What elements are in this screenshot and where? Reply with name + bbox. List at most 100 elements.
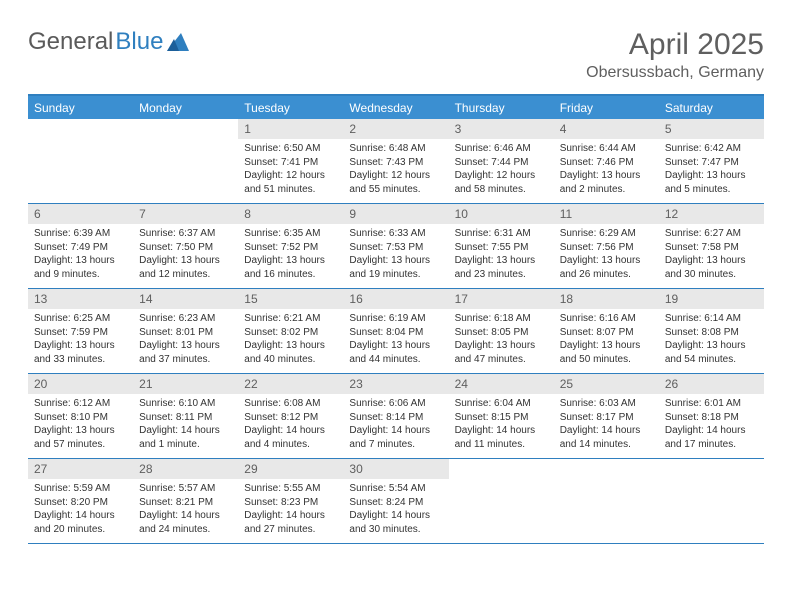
header: GeneralBlue April 2025 Obersussbach, Ger…	[28, 28, 764, 82]
sunset-text: Sunset: 7:53 PM	[349, 241, 442, 255]
sunset-text: Sunset: 8:01 PM	[139, 326, 232, 340]
daylight-text: Daylight: 14 hours and 27 minutes.	[244, 509, 337, 536]
day-number: 16	[343, 289, 448, 309]
day-body: Sunrise: 5:57 AMSunset: 8:21 PMDaylight:…	[133, 479, 238, 542]
day-body: Sunrise: 6:14 AMSunset: 8:08 PMDaylight:…	[659, 309, 764, 372]
day-cell: 27Sunrise: 5:59 AMSunset: 8:20 PMDayligh…	[28, 459, 133, 543]
logo: GeneralBlue	[28, 28, 189, 56]
title-block: April 2025 Obersussbach, Germany	[586, 28, 764, 82]
sunset-text: Sunset: 8:24 PM	[349, 496, 442, 510]
day-body: Sunrise: 6:04 AMSunset: 8:15 PMDaylight:…	[449, 394, 554, 457]
sunset-text: Sunset: 8:07 PM	[560, 326, 653, 340]
sunset-text: Sunset: 7:55 PM	[455, 241, 548, 255]
sunset-text: Sunset: 8:12 PM	[244, 411, 337, 425]
sunset-text: Sunset: 7:46 PM	[560, 156, 653, 170]
day-cell: 15Sunrise: 6:21 AMSunset: 8:02 PMDayligh…	[238, 289, 343, 373]
day-number: 8	[238, 204, 343, 224]
daylight-text: Daylight: 13 hours and 40 minutes.	[244, 339, 337, 366]
day-cell: 23Sunrise: 6:06 AMSunset: 8:14 PMDayligh…	[343, 374, 448, 458]
daylight-text: Daylight: 13 hours and 57 minutes.	[34, 424, 127, 451]
sunset-text: Sunset: 8:02 PM	[244, 326, 337, 340]
daylight-text: Daylight: 13 hours and 12 minutes.	[139, 254, 232, 281]
week-row: 1Sunrise: 6:50 AMSunset: 7:41 PMDaylight…	[28, 119, 764, 204]
day-cell: 17Sunrise: 6:18 AMSunset: 8:05 PMDayligh…	[449, 289, 554, 373]
day-cell: 19Sunrise: 6:14 AMSunset: 8:08 PMDayligh…	[659, 289, 764, 373]
calendar: SundayMondayTuesdayWednesdayThursdayFrid…	[28, 94, 764, 544]
day-body: Sunrise: 6:01 AMSunset: 8:18 PMDaylight:…	[659, 394, 764, 457]
day-cell: 4Sunrise: 6:44 AMSunset: 7:46 PMDaylight…	[554, 119, 659, 203]
day-body: Sunrise: 5:59 AMSunset: 8:20 PMDaylight:…	[28, 479, 133, 542]
daylight-text: Daylight: 14 hours and 1 minute.	[139, 424, 232, 451]
day-body: Sunrise: 6:12 AMSunset: 8:10 PMDaylight:…	[28, 394, 133, 457]
sunrise-text: Sunrise: 5:59 AM	[34, 482, 127, 496]
day-number: 29	[238, 459, 343, 479]
sunrise-text: Sunrise: 6:16 AM	[560, 312, 653, 326]
day-cell	[554, 459, 659, 543]
day-number: 12	[659, 204, 764, 224]
daylight-text: Daylight: 14 hours and 17 minutes.	[665, 424, 758, 451]
sunrise-text: Sunrise: 6:42 AM	[665, 142, 758, 156]
day-cell: 1Sunrise: 6:50 AMSunset: 7:41 PMDaylight…	[238, 119, 343, 203]
sunset-text: Sunset: 8:10 PM	[34, 411, 127, 425]
sunrise-text: Sunrise: 6:23 AM	[139, 312, 232, 326]
sunrise-text: Sunrise: 6:33 AM	[349, 227, 442, 241]
sunset-text: Sunset: 8:11 PM	[139, 411, 232, 425]
daylight-text: Daylight: 13 hours and 23 minutes.	[455, 254, 548, 281]
day-body: Sunrise: 6:27 AMSunset: 7:58 PMDaylight:…	[659, 224, 764, 287]
day-number: 22	[238, 374, 343, 394]
day-number: 7	[133, 204, 238, 224]
daylight-text: Daylight: 13 hours and 44 minutes.	[349, 339, 442, 366]
sunset-text: Sunset: 8:15 PM	[455, 411, 548, 425]
sunset-text: Sunset: 8:08 PM	[665, 326, 758, 340]
weekday-header: Saturday	[659, 96, 764, 119]
day-number: 19	[659, 289, 764, 309]
day-cell: 20Sunrise: 6:12 AMSunset: 8:10 PMDayligh…	[28, 374, 133, 458]
day-cell: 22Sunrise: 6:08 AMSunset: 8:12 PMDayligh…	[238, 374, 343, 458]
day-body: Sunrise: 6:31 AMSunset: 7:55 PMDaylight:…	[449, 224, 554, 287]
day-cell: 18Sunrise: 6:16 AMSunset: 8:07 PMDayligh…	[554, 289, 659, 373]
day-cell: 26Sunrise: 6:01 AMSunset: 8:18 PMDayligh…	[659, 374, 764, 458]
weekday-header: Tuesday	[238, 96, 343, 119]
sunrise-text: Sunrise: 5:57 AM	[139, 482, 232, 496]
week-row: 6Sunrise: 6:39 AMSunset: 7:49 PMDaylight…	[28, 204, 764, 289]
sunrise-text: Sunrise: 6:18 AM	[455, 312, 548, 326]
day-cell: 14Sunrise: 6:23 AMSunset: 8:01 PMDayligh…	[133, 289, 238, 373]
day-body: Sunrise: 6:37 AMSunset: 7:50 PMDaylight:…	[133, 224, 238, 287]
sunset-text: Sunset: 7:47 PM	[665, 156, 758, 170]
day-body: Sunrise: 6:23 AMSunset: 8:01 PMDaylight:…	[133, 309, 238, 372]
day-body: Sunrise: 6:03 AMSunset: 8:17 PMDaylight:…	[554, 394, 659, 457]
daylight-text: Daylight: 14 hours and 4 minutes.	[244, 424, 337, 451]
day-cell	[133, 119, 238, 203]
sunrise-text: Sunrise: 6:14 AM	[665, 312, 758, 326]
day-cell: 25Sunrise: 6:03 AMSunset: 8:17 PMDayligh…	[554, 374, 659, 458]
sunset-text: Sunset: 7:44 PM	[455, 156, 548, 170]
day-body: Sunrise: 6:50 AMSunset: 7:41 PMDaylight:…	[238, 139, 343, 202]
day-body: Sunrise: 6:42 AMSunset: 7:47 PMDaylight:…	[659, 139, 764, 202]
day-number: 21	[133, 374, 238, 394]
sunrise-text: Sunrise: 6:19 AM	[349, 312, 442, 326]
sunset-text: Sunset: 8:20 PM	[34, 496, 127, 510]
daylight-text: Daylight: 14 hours and 30 minutes.	[349, 509, 442, 536]
day-cell: 13Sunrise: 6:25 AMSunset: 7:59 PMDayligh…	[28, 289, 133, 373]
day-cell: 29Sunrise: 5:55 AMSunset: 8:23 PMDayligh…	[238, 459, 343, 543]
day-body: Sunrise: 6:46 AMSunset: 7:44 PMDaylight:…	[449, 139, 554, 202]
day-number: 10	[449, 204, 554, 224]
location: Obersussbach, Germany	[586, 64, 764, 82]
daylight-text: Daylight: 13 hours and 50 minutes.	[560, 339, 653, 366]
weekday-header: Thursday	[449, 96, 554, 119]
day-body: Sunrise: 6:08 AMSunset: 8:12 PMDaylight:…	[238, 394, 343, 457]
day-body: Sunrise: 5:55 AMSunset: 8:23 PMDaylight:…	[238, 479, 343, 542]
day-cell: 7Sunrise: 6:37 AMSunset: 7:50 PMDaylight…	[133, 204, 238, 288]
sunrise-text: Sunrise: 6:39 AM	[34, 227, 127, 241]
day-body: Sunrise: 6:16 AMSunset: 8:07 PMDaylight:…	[554, 309, 659, 372]
day-cell: 30Sunrise: 5:54 AMSunset: 8:24 PMDayligh…	[343, 459, 448, 543]
day-cell: 5Sunrise: 6:42 AMSunset: 7:47 PMDaylight…	[659, 119, 764, 203]
day-body: Sunrise: 6:44 AMSunset: 7:46 PMDaylight:…	[554, 139, 659, 202]
sunrise-text: Sunrise: 6:10 AM	[139, 397, 232, 411]
day-body: Sunrise: 6:19 AMSunset: 8:04 PMDaylight:…	[343, 309, 448, 372]
day-number: 28	[133, 459, 238, 479]
sunrise-text: Sunrise: 6:04 AM	[455, 397, 548, 411]
daylight-text: Daylight: 14 hours and 11 minutes.	[455, 424, 548, 451]
weekday-header: Wednesday	[343, 96, 448, 119]
day-cell	[659, 459, 764, 543]
